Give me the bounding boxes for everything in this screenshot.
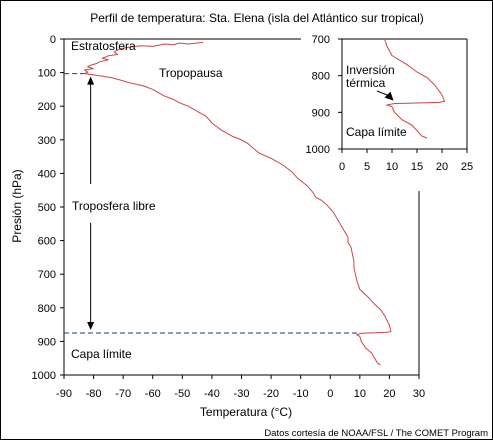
label-free-troposphere: Troposfera libre	[72, 199, 156, 213]
label-inversion-1: Inversión	[346, 63, 395, 77]
inset-y-tick-label: 800	[312, 71, 330, 83]
y-tick-label: 700	[38, 269, 56, 281]
x-tick-label: 20	[383, 388, 395, 400]
inset-y-tick-label: 1000	[306, 144, 330, 156]
main-y-ticks: 0 100 200 300 400 500 600 700 800 900 1000	[32, 34, 64, 382]
x-tick-label: -60	[145, 388, 161, 400]
y-tick-label: 1000	[32, 370, 56, 382]
main-temperature-line	[82, 41, 392, 366]
x-tick-label: -90	[56, 388, 72, 400]
x-tick-label: 30	[413, 388, 425, 400]
x-tick-label: 0	[327, 388, 333, 400]
label-tropopause: Tropopausa	[159, 66, 223, 80]
label-inversion-2: térmica	[346, 76, 386, 90]
y-tick-label: 0	[50, 34, 56, 46]
y-tick-label: 900	[38, 336, 56, 348]
inset-x-tick-label: 20	[436, 161, 448, 173]
x-tick-label: -10	[293, 388, 309, 400]
inset-x-tick-label: 10	[386, 161, 398, 173]
y-tick-label: 200	[38, 101, 56, 113]
x-tick-label: -70	[115, 388, 131, 400]
inset-x-tick-label: 25	[461, 161, 473, 173]
label-free-troposphere-bg	[69, 194, 163, 216]
y-tick-label: 100	[38, 68, 56, 80]
x-tick-label: -40	[204, 388, 220, 400]
inset-x-tick-label: 5	[364, 161, 370, 173]
chart-title: Perfil de temperatura: Sta. Elena (isla …	[90, 11, 424, 25]
inset-x-tick-label: 0	[339, 161, 345, 173]
troposphere-arrow	[87, 76, 95, 330]
y-tick-label: 400	[38, 168, 56, 180]
y-tick-label: 500	[38, 202, 56, 214]
inset-x-ticks: 0 5 10 15 20 25	[339, 149, 473, 173]
x-axis-label: Temperatura (°C)	[200, 405, 292, 419]
inset-temperature-line	[384, 38, 446, 139]
label-inset-boundary-layer: Capa límite	[346, 125, 407, 139]
x-tick-label: -80	[86, 388, 102, 400]
y-tick-label: 600	[38, 236, 56, 248]
label-boundary-layer: Capa límite	[71, 347, 132, 361]
x-tick-label: -50	[174, 388, 190, 400]
y-tick-label: 300	[38, 135, 56, 147]
x-tick-label: -30	[234, 388, 250, 400]
main-x-ticks: -90 -80 -70 -60 -50 -40 -30 -20 -10 0 10 20 30	[56, 375, 425, 400]
inversion-arrow-head	[384, 91, 394, 101]
inversion-arrow-shaft	[376, 90, 389, 97]
x-tick-label: -20	[263, 388, 279, 400]
inset-y-tick-label: 900	[312, 107, 330, 119]
inset-y-tick-label: 700	[312, 34, 330, 46]
y-tick-label: 800	[38, 303, 56, 315]
x-tick-label: 10	[354, 388, 366, 400]
label-stratosphere: Estratosfera	[71, 39, 136, 53]
y-axis-label: Presión (hPa)	[10, 169, 24, 242]
arrow-head-down	[87, 322, 95, 330]
credit-text: Datos cortesía de NOAA/FSL / The COMET P…	[264, 428, 488, 439]
inset-x-tick-label: 15	[411, 161, 423, 173]
inset-background	[303, 31, 489, 181]
reference-lines	[64, 73, 360, 334]
inset-y-ticks: 700 800 900 1000	[306, 34, 342, 156]
arrow-head-up	[87, 76, 95, 85]
inversion-arrow	[376, 90, 394, 101]
